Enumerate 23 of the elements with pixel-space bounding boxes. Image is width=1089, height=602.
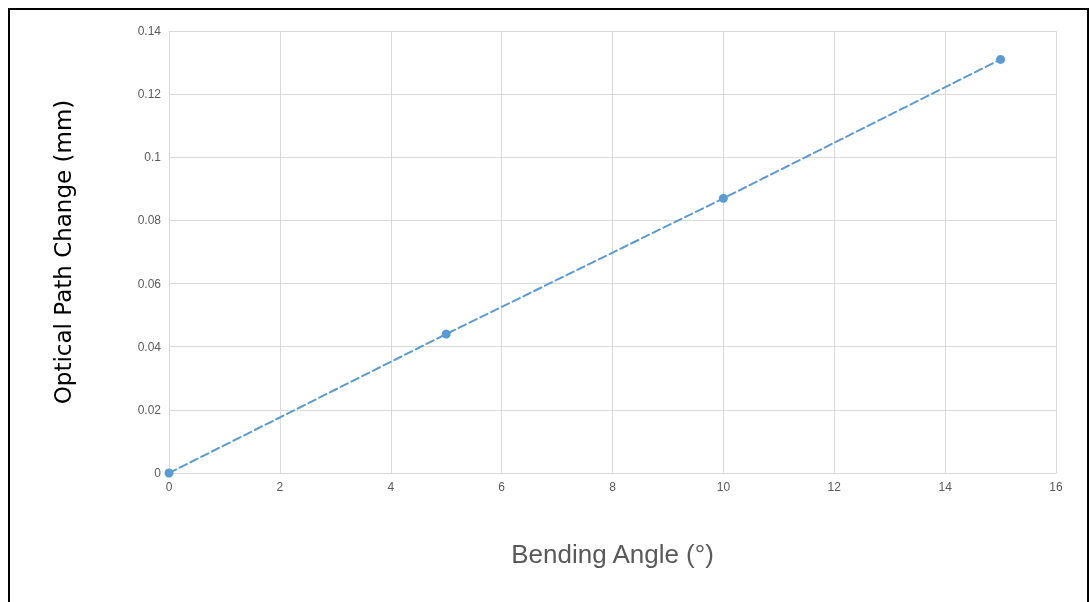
point [996, 54, 1006, 64]
y-tick-label: 0.14 [137, 24, 162, 38]
x-tick-label: 12 [827, 480, 842, 494]
y-tick-label: 0.1 [144, 150, 162, 165]
x-tick-label: 8 [609, 480, 617, 494]
x-tick-label: 4 [387, 480, 395, 494]
y-tick-label: 0.06 [137, 276, 162, 291]
x-tick-label: 14 [938, 480, 953, 494]
x-axis-title: Bending Angle (°) [511, 539, 714, 569]
y-tick-label: 0.02 [137, 402, 162, 417]
y-tick-label: 0.04 [137, 339, 162, 354]
x-tick-label: 0 [165, 480, 173, 494]
x-tick-label: 2 [276, 480, 284, 494]
x-tick-label: 16 [1049, 480, 1063, 494]
y-tick-label: 0.08 [137, 213, 162, 228]
y-axis-title: Optical Path Change (mm) [49, 99, 76, 405]
y-tick-label: 0 [154, 466, 162, 480]
x-tick-label: 10 [716, 480, 731, 494]
point [718, 193, 728, 203]
y-tick-label: 0.12 [137, 87, 162, 102]
x-tick-label: 6 [498, 480, 506, 494]
point [441, 329, 451, 339]
point [164, 468, 174, 478]
